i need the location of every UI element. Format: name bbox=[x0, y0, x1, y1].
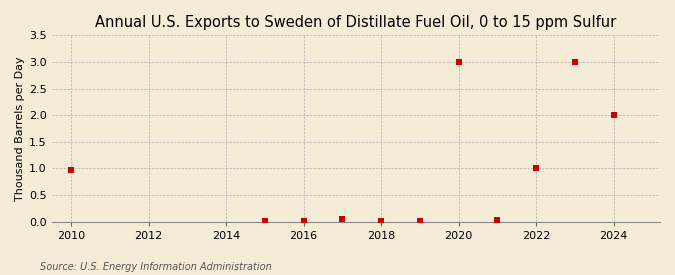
Point bbox=[570, 60, 580, 64]
Point bbox=[608, 113, 619, 117]
Point bbox=[531, 166, 541, 171]
Y-axis label: Thousand Barrels per Day: Thousand Barrels per Day bbox=[15, 56, 25, 201]
Point bbox=[65, 168, 76, 172]
Point bbox=[259, 218, 270, 223]
Title: Annual U.S. Exports to Sweden of Distillate Fuel Oil, 0 to 15 ppm Sulfur: Annual U.S. Exports to Sweden of Distill… bbox=[95, 15, 616, 30]
Point bbox=[414, 218, 425, 223]
Point bbox=[376, 218, 387, 223]
Point bbox=[453, 60, 464, 64]
Point bbox=[298, 218, 309, 223]
Point bbox=[337, 217, 348, 221]
Text: Source: U.S. Energy Information Administration: Source: U.S. Energy Information Administ… bbox=[40, 262, 272, 272]
Point bbox=[492, 218, 503, 222]
